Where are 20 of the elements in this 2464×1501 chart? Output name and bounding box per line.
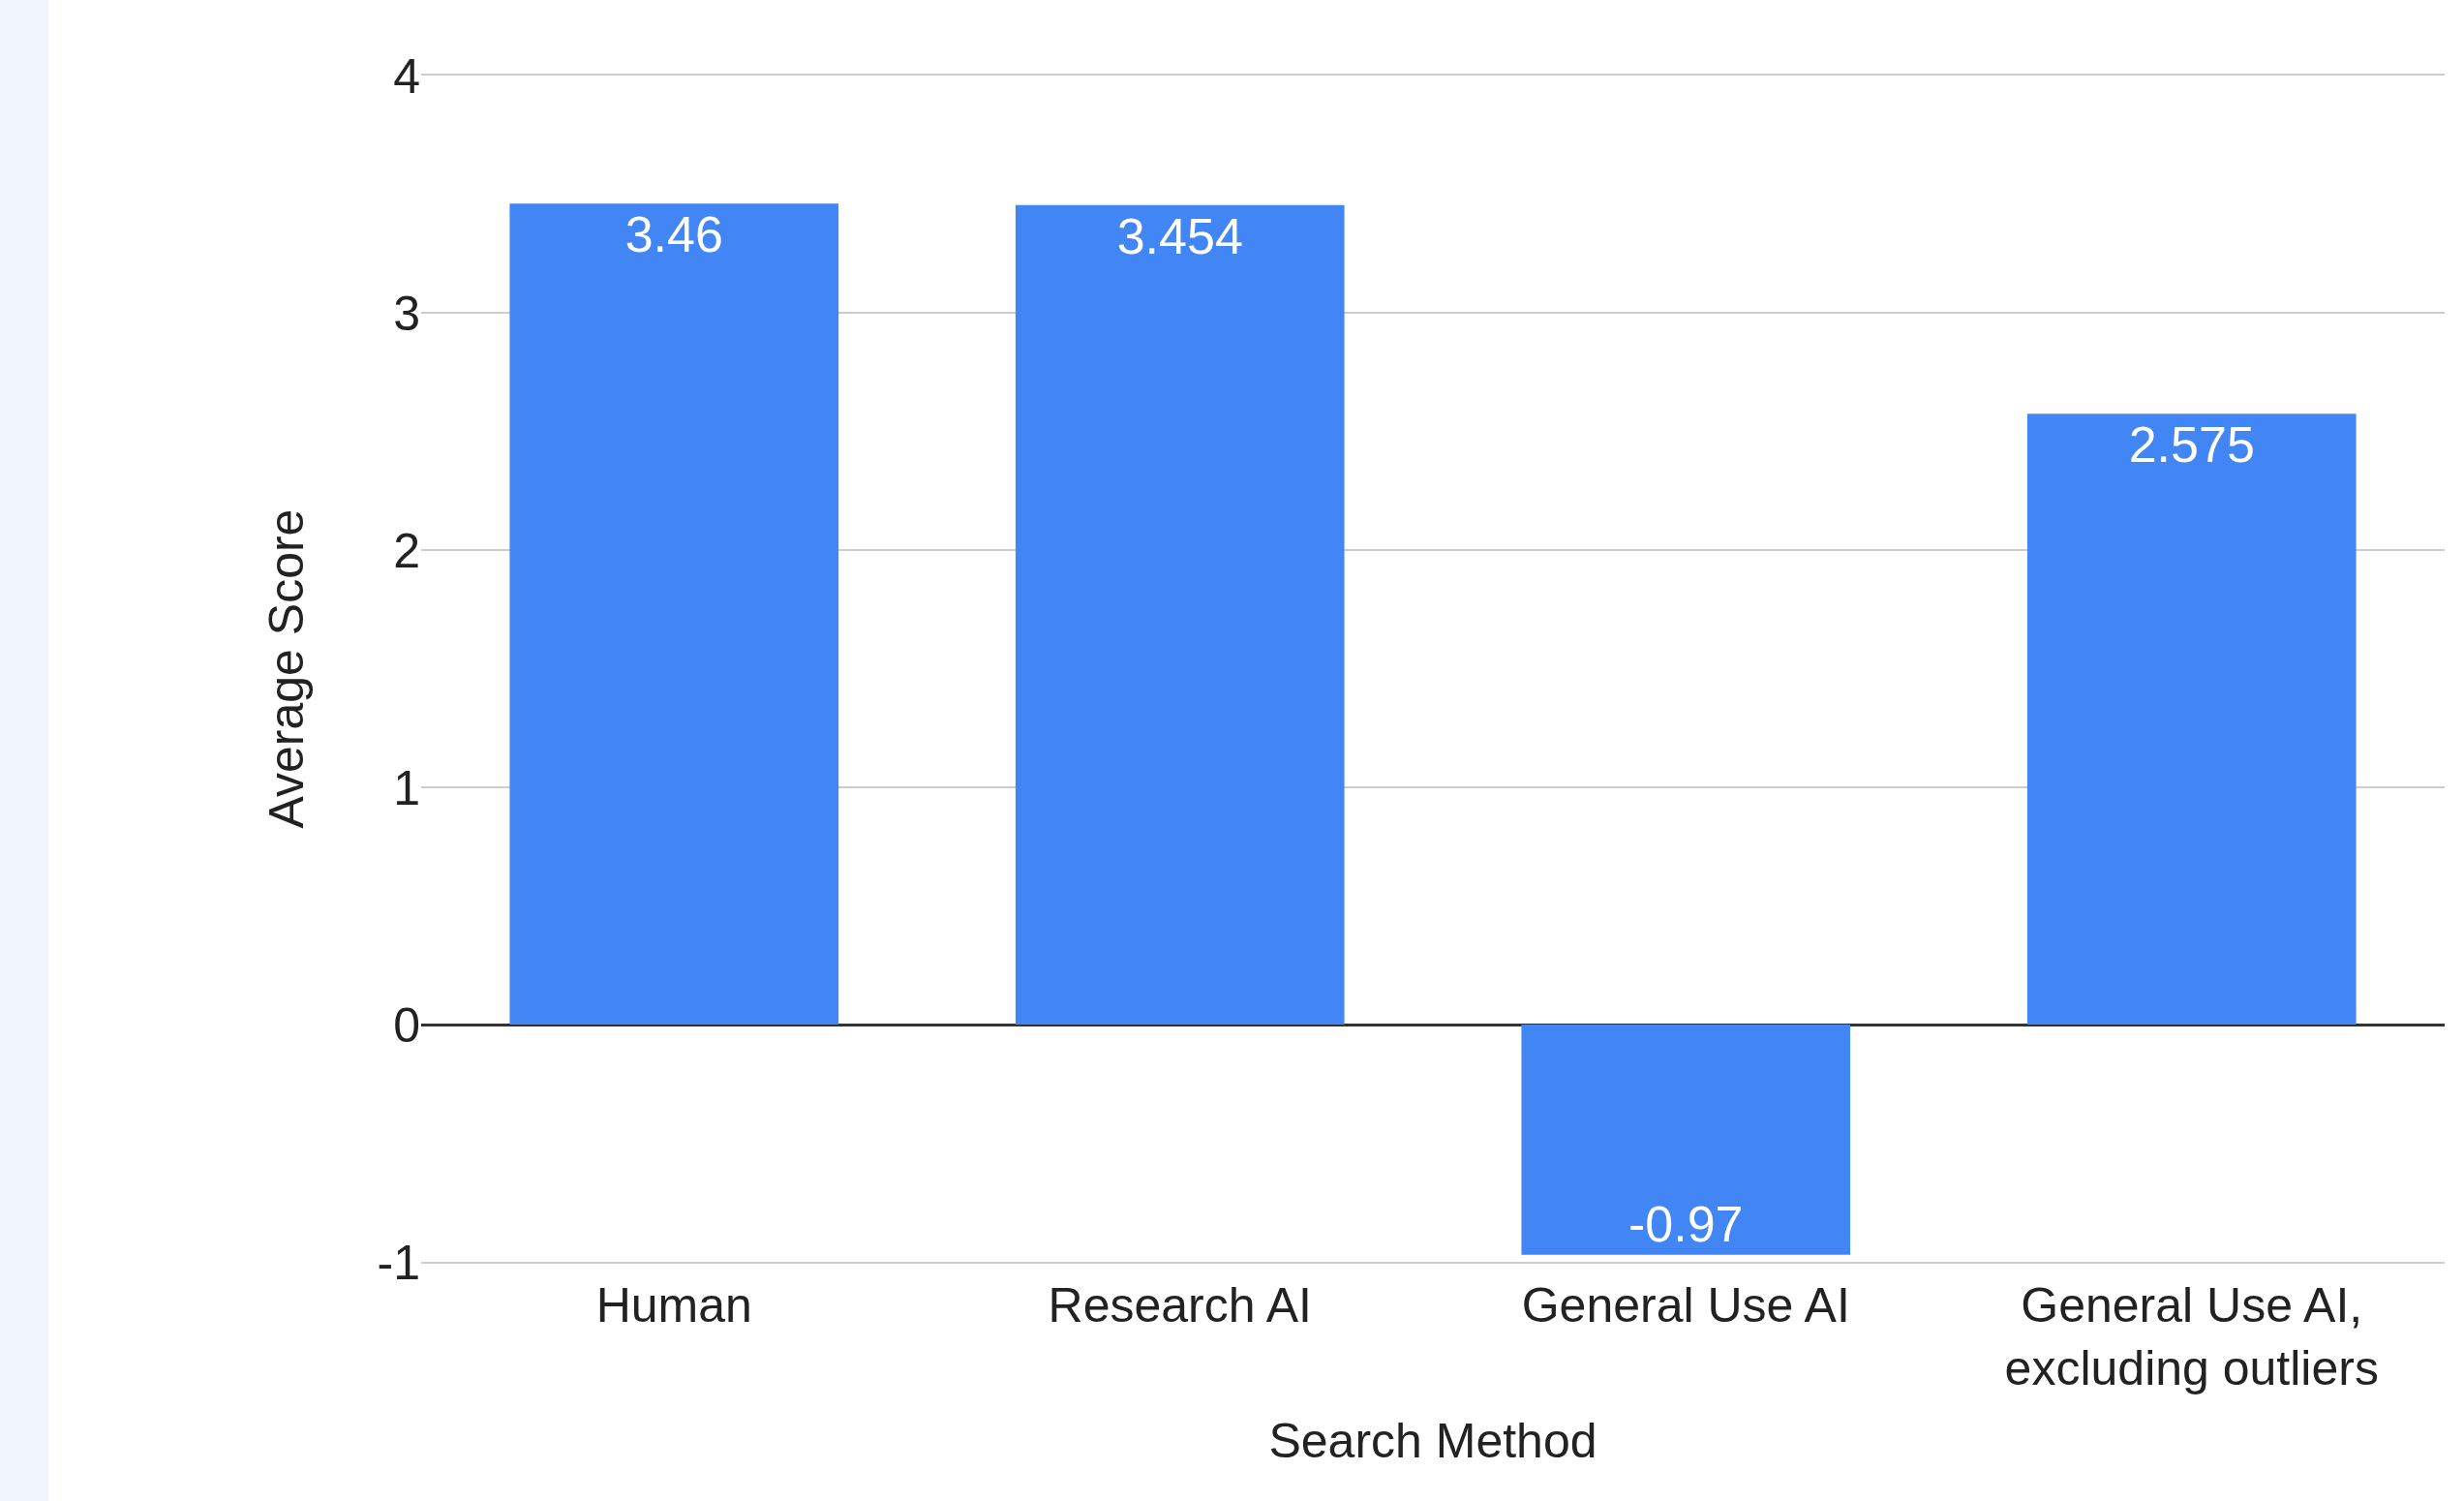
data-label: -0.97 [1627,1195,1744,1252]
y-tick-label: 1 [393,760,420,815]
data-label: 3.454 [1116,207,1243,264]
y-tick-label: -1 [377,1235,420,1290]
bar [509,203,839,1025]
y-tick-label: 4 [393,48,420,104]
y-tick-label: 2 [393,523,420,578]
bar [1521,1025,1851,1255]
x-tick-label: Human [595,1278,752,1333]
x-tick-label: General Use AI, excluding outliers [2004,1278,2379,1395]
x-tick-label: General Use AI [1521,1278,1850,1333]
bar [1015,204,1345,1025]
x-axis-title: Search Method [1268,1414,1597,1468]
bar [2026,414,2357,1025]
data-label: 2.575 [2128,416,2255,474]
y-axis-title: Average Score [259,508,314,829]
x-tick-label: Research AI [1048,1278,1312,1333]
y-tick-label: 3 [393,286,420,341]
y-tick-label: 0 [393,997,420,1053]
data-label: 3.46 [624,206,723,263]
